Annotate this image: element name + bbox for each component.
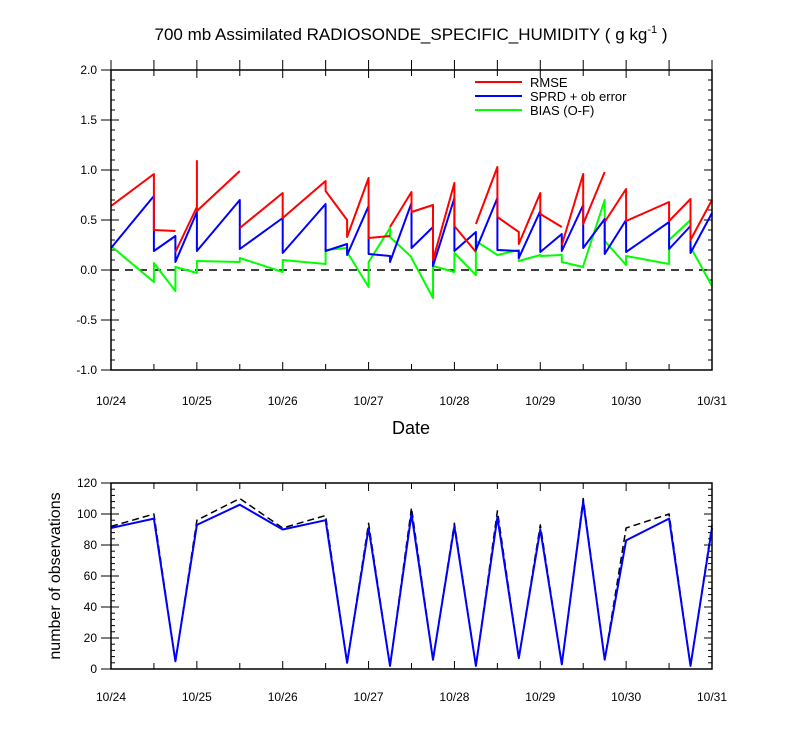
bottom-series-group bbox=[110, 497, 713, 667]
top-y-tick-label: 0.5 bbox=[80, 213, 97, 227]
title-main: 700 mb Assimilated RADIOSONDE_SPECIFIC_H… bbox=[155, 25, 648, 44]
series-rmse-line bbox=[560, 171, 606, 246]
observations-assimilated-line bbox=[110, 500, 713, 667]
bottom-axes: 10/24 10/25 10/26 10/27 10/28 10/29 10/30 10/31… bbox=[77, 476, 727, 704]
top-y-tick-label: 1.0 bbox=[80, 163, 97, 177]
top-x-tick-label: 10/31 bbox=[697, 394, 727, 408]
bottom-x-tick-label: 10/28 bbox=[439, 690, 469, 704]
top-x-tick-label: 10/27 bbox=[354, 394, 384, 408]
bottom-y-tick-label: 120 bbox=[77, 476, 97, 490]
top-y-tick-label: 2.0 bbox=[80, 63, 97, 77]
bottom-y-tick-label: 100 bbox=[77, 507, 97, 521]
bottom-x-tick-label: 10/31 bbox=[697, 690, 727, 704]
chart-title: 700 mb Assimilated RADIOSONDE_SPECIFIC_H… bbox=[155, 24, 668, 44]
bottom-x-tick-label: 10/27 bbox=[354, 690, 384, 704]
bottom-y-tick-label: 0 bbox=[90, 662, 97, 676]
top-y-tick-label: 1.5 bbox=[80, 113, 97, 127]
bottom-y-tick-label: 40 bbox=[84, 600, 98, 614]
top-x-tick-label: 10/28 bbox=[439, 394, 469, 408]
series-rmse-line bbox=[174, 160, 241, 253]
legend-label-sprd-ob-error: SPRD + ob error bbox=[530, 89, 627, 104]
bottom-plot-frame bbox=[110, 482, 713, 670]
top-x-tick-label: 10/26 bbox=[268, 394, 298, 408]
bottom-x-tick-label: 10/26 bbox=[268, 690, 298, 704]
series-rmse-line bbox=[389, 182, 477, 261]
bottom-x-tick-label: 10/30 bbox=[611, 690, 641, 704]
title-end: ) bbox=[657, 25, 667, 44]
bottom-x-tick-label: 10/25 bbox=[182, 690, 212, 704]
x-axis-label: Date bbox=[392, 418, 430, 438]
bottom-y-tick-label: 60 bbox=[84, 569, 98, 583]
bottom-chart: 10/24 10/25 10/26 10/27 10/28 10/29 10/30 10/31… bbox=[47, 476, 727, 704]
title-superscript: -1 bbox=[647, 24, 657, 36]
top-x-tick-label: 10/30 bbox=[611, 394, 641, 408]
top-y-tick-label: 0.0 bbox=[80, 263, 97, 277]
series-rmse-line bbox=[110, 173, 176, 232]
series-sprd-ob-error-line bbox=[110, 195, 713, 267]
series-rmse-line bbox=[474, 166, 563, 245]
top-x-tick-label: 10/25 bbox=[182, 394, 212, 408]
bottom-y-tick-label: 20 bbox=[84, 631, 98, 645]
top-y-tick-label: -0.5 bbox=[76, 313, 97, 327]
series-rmse-line bbox=[239, 177, 391, 239]
top-x-tick-label: 10/29 bbox=[525, 394, 555, 408]
top-x-tick-label: 10/24 bbox=[96, 394, 126, 408]
top-y-tick-label: -1.0 bbox=[76, 363, 97, 377]
legend-label-bias-o-f: BIAS (O-F) bbox=[530, 103, 594, 118]
top-chart: 700 mb Assimilated RADIOSONDE_SPECIFIC_H… bbox=[76, 24, 727, 438]
top-plot-frame bbox=[110, 69, 713, 371]
legend-label-rmse: RMSE bbox=[530, 75, 568, 90]
bottom-x-tick-label: 10/24 bbox=[96, 690, 126, 704]
top-series-group bbox=[110, 160, 713, 299]
series-rmse-line bbox=[603, 188, 713, 241]
y-axis-label-observations: number of observations bbox=[47, 492, 64, 659]
bottom-y-tick-label: 80 bbox=[84, 538, 98, 552]
top-axes: 10/24 10/25 10/26 10/27 10/28 10/29 10/30 10/31… bbox=[76, 60, 727, 408]
bottom-x-tick-label: 10/29 bbox=[525, 690, 555, 704]
